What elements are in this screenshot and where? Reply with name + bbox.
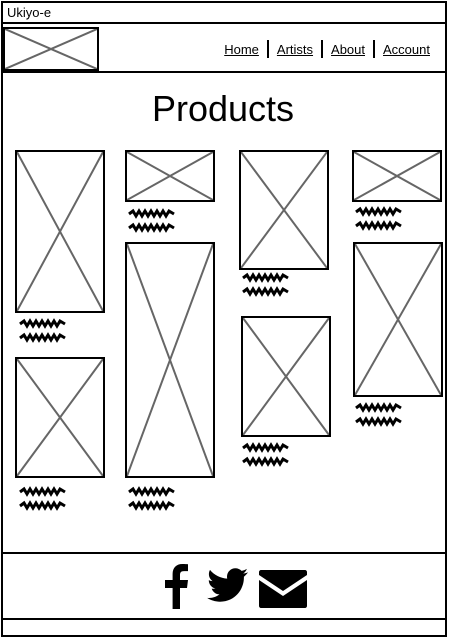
product-image[interactable]: [15, 150, 105, 313]
product-caption-scribble: [242, 272, 289, 297]
footer-bottom-strip: [1, 620, 447, 637]
footer: [1, 552, 447, 620]
nav-home-link[interactable]: Home: [224, 41, 259, 57]
mail-icon[interactable]: [259, 570, 307, 608]
logo-placeholder[interactable]: [3, 27, 99, 71]
product-image[interactable]: [15, 357, 105, 478]
product-image[interactable]: [125, 242, 215, 478]
main-nav: Home Artists About Account: [216, 40, 438, 58]
nav-divider: [373, 40, 376, 58]
product-caption-scribble: [128, 486, 175, 511]
product-image[interactable]: [353, 242, 443, 397]
header-nav-bar: [1, 24, 447, 73]
product-caption-scribble: [19, 318, 66, 343]
nav-artists-link[interactable]: Artists: [276, 41, 314, 57]
nav-about-link[interactable]: About: [331, 41, 366, 57]
product-image[interactable]: [125, 150, 215, 202]
nav-divider: [266, 40, 269, 58]
product-caption-scribble: [355, 402, 402, 427]
window-title-bar: Ukiyo-e: [1, 1, 447, 24]
product-caption-scribble: [128, 208, 175, 233]
product-caption-scribble: [19, 486, 66, 511]
window-title: Ukiyo-e: [7, 5, 52, 20]
nav-divider: [321, 40, 324, 58]
product-image[interactable]: [239, 150, 329, 270]
facebook-icon[interactable]: [163, 563, 189, 609]
twitter-icon[interactable]: [207, 568, 249, 604]
product-caption-scribble: [355, 206, 402, 231]
product-image[interactable]: [352, 150, 442, 202]
nav-account-link[interactable]: Account: [383, 41, 430, 57]
product-image[interactable]: [241, 316, 331, 437]
product-caption-scribble: [242, 442, 289, 467]
page-title: Products: [151, 88, 295, 129]
